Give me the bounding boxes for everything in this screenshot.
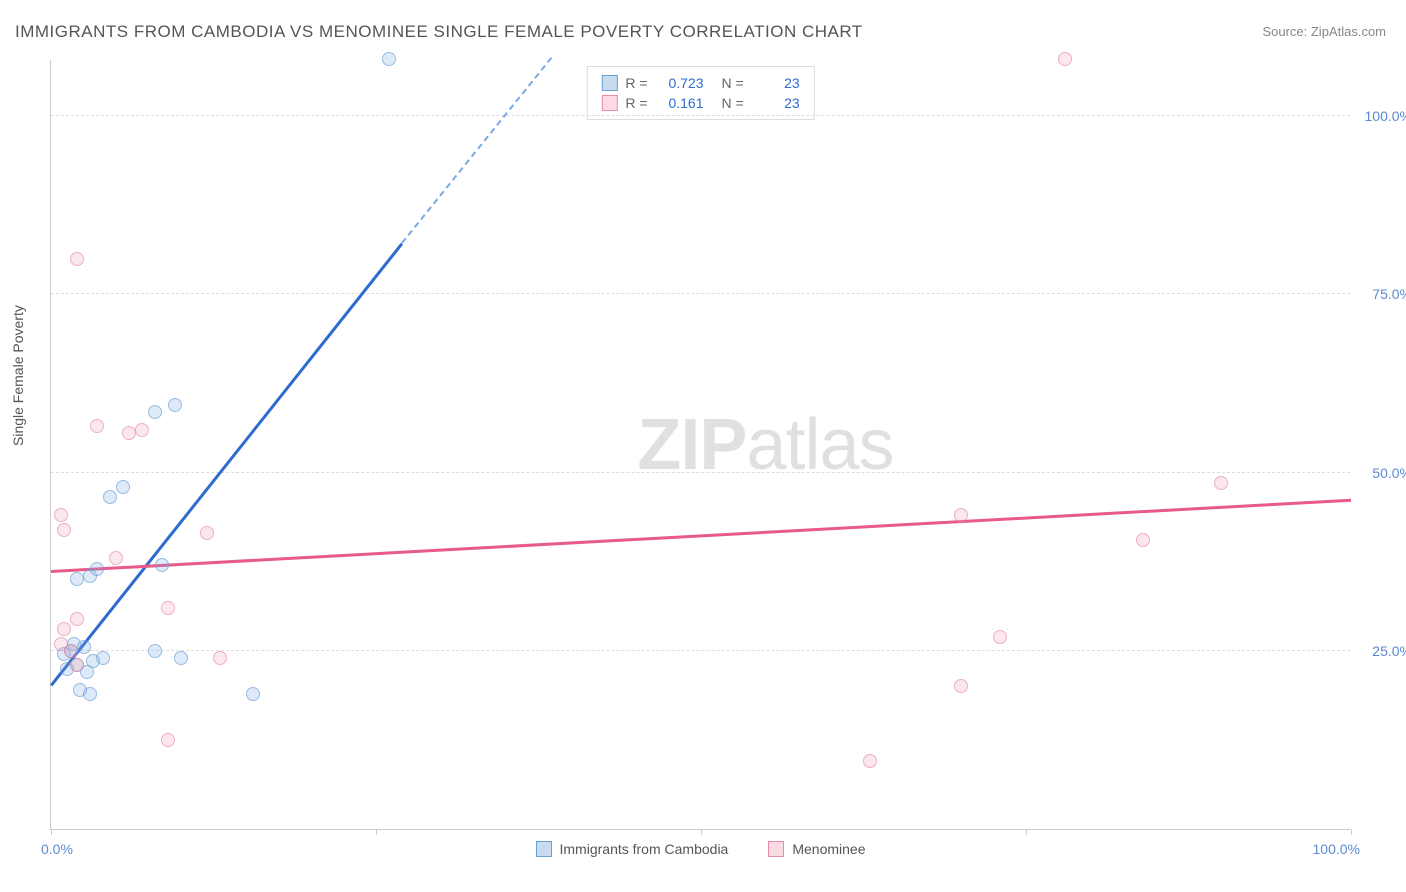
- swatch-pink-icon: [601, 95, 617, 111]
- legend-label-pink: Menominee: [792, 841, 865, 857]
- data-point-pink: [213, 651, 227, 665]
- y-tick-label: 25.0%: [1372, 643, 1406, 659]
- x-axis-min-label: 0.0%: [41, 841, 73, 857]
- legend-series: Immigrants from Cambodia Menominee: [536, 841, 866, 857]
- legend-row-blue: R = 0.723 N = 23: [601, 73, 799, 93]
- data-point-pink: [70, 612, 84, 626]
- r-value-pink: 0.161: [656, 95, 704, 111]
- data-point-pink: [200, 526, 214, 540]
- swatch-pink-icon: [768, 841, 784, 857]
- data-point-pink: [954, 679, 968, 693]
- data-point-pink: [54, 508, 68, 522]
- grid-line: [51, 115, 1350, 116]
- x-tick: [701, 829, 702, 835]
- x-tick: [1026, 829, 1027, 835]
- y-tick-label: 75.0%: [1372, 286, 1406, 302]
- data-point-pink: [1136, 533, 1150, 547]
- data-point-pink: [954, 508, 968, 522]
- data-point-blue: [116, 480, 130, 494]
- data-point-blue: [148, 405, 162, 419]
- grid-line: [51, 650, 1350, 651]
- legend-item-pink: Menominee: [768, 841, 865, 857]
- data-point-blue: [174, 651, 188, 665]
- watermark: ZIPatlas: [637, 404, 893, 486]
- x-tick: [51, 829, 52, 835]
- data-point-blue: [155, 558, 169, 572]
- trend-line-extension: [401, 57, 552, 244]
- r-label: R =: [625, 95, 647, 111]
- data-point-pink: [90, 419, 104, 433]
- legend-item-blue: Immigrants from Cambodia: [536, 841, 729, 857]
- swatch-blue-icon: [601, 75, 617, 91]
- data-point-blue: [382, 52, 396, 66]
- data-point-pink: [863, 754, 877, 768]
- data-point-pink: [57, 523, 71, 537]
- x-axis-max-label: 100.0%: [1313, 841, 1360, 857]
- y-tick-label: 50.0%: [1372, 465, 1406, 481]
- data-point-pink: [70, 658, 84, 672]
- n-value-pink: 23: [752, 95, 800, 111]
- y-tick-label: 100.0%: [1365, 108, 1406, 124]
- data-point-pink: [135, 423, 149, 437]
- n-value-blue: 23: [752, 75, 800, 91]
- n-label: N =: [722, 75, 744, 91]
- chart-title: IMMIGRANTS FROM CAMBODIA VS MENOMINEE SI…: [15, 22, 863, 42]
- data-point-blue: [148, 644, 162, 658]
- legend-row-pink: R = 0.161 N = 23: [601, 93, 799, 113]
- data-point-blue: [90, 562, 104, 576]
- grid-line: [51, 472, 1350, 473]
- data-point-pink: [57, 622, 71, 636]
- data-point-pink: [993, 630, 1007, 644]
- plot-area: ZIPatlas R = 0.723 N = 23 R = 0.161 N = …: [50, 60, 1350, 830]
- r-label: R =: [625, 75, 647, 91]
- n-label: N =: [722, 95, 744, 111]
- grid-line: [51, 293, 1350, 294]
- trend-line-blue: [50, 242, 403, 686]
- data-point-blue: [103, 490, 117, 504]
- data-point-pink: [64, 644, 78, 658]
- data-point-pink: [122, 426, 136, 440]
- trend-line-pink: [51, 499, 1351, 573]
- data-point-blue: [246, 687, 260, 701]
- x-tick: [1351, 829, 1352, 835]
- swatch-blue-icon: [536, 841, 552, 857]
- data-point-pink: [70, 252, 84, 266]
- legend-correlation: R = 0.723 N = 23 R = 0.161 N = 23: [586, 66, 814, 120]
- x-tick: [376, 829, 377, 835]
- correlation-chart: IMMIGRANTS FROM CAMBODIA VS MENOMINEE SI…: [0, 0, 1406, 892]
- data-point-blue: [96, 651, 110, 665]
- source-label: Source: ZipAtlas.com: [1262, 24, 1386, 39]
- data-point-blue: [168, 398, 182, 412]
- data-point-blue: [73, 683, 87, 697]
- r-value-blue: 0.723: [656, 75, 704, 91]
- data-point-blue: [70, 572, 84, 586]
- data-point-pink: [1214, 476, 1228, 490]
- data-point-pink: [161, 601, 175, 615]
- data-point-pink: [109, 551, 123, 565]
- y-axis-title: Single Female Poverty: [10, 305, 26, 446]
- data-point-pink: [161, 733, 175, 747]
- data-point-pink: [1058, 52, 1072, 66]
- legend-label-blue: Immigrants from Cambodia: [560, 841, 729, 857]
